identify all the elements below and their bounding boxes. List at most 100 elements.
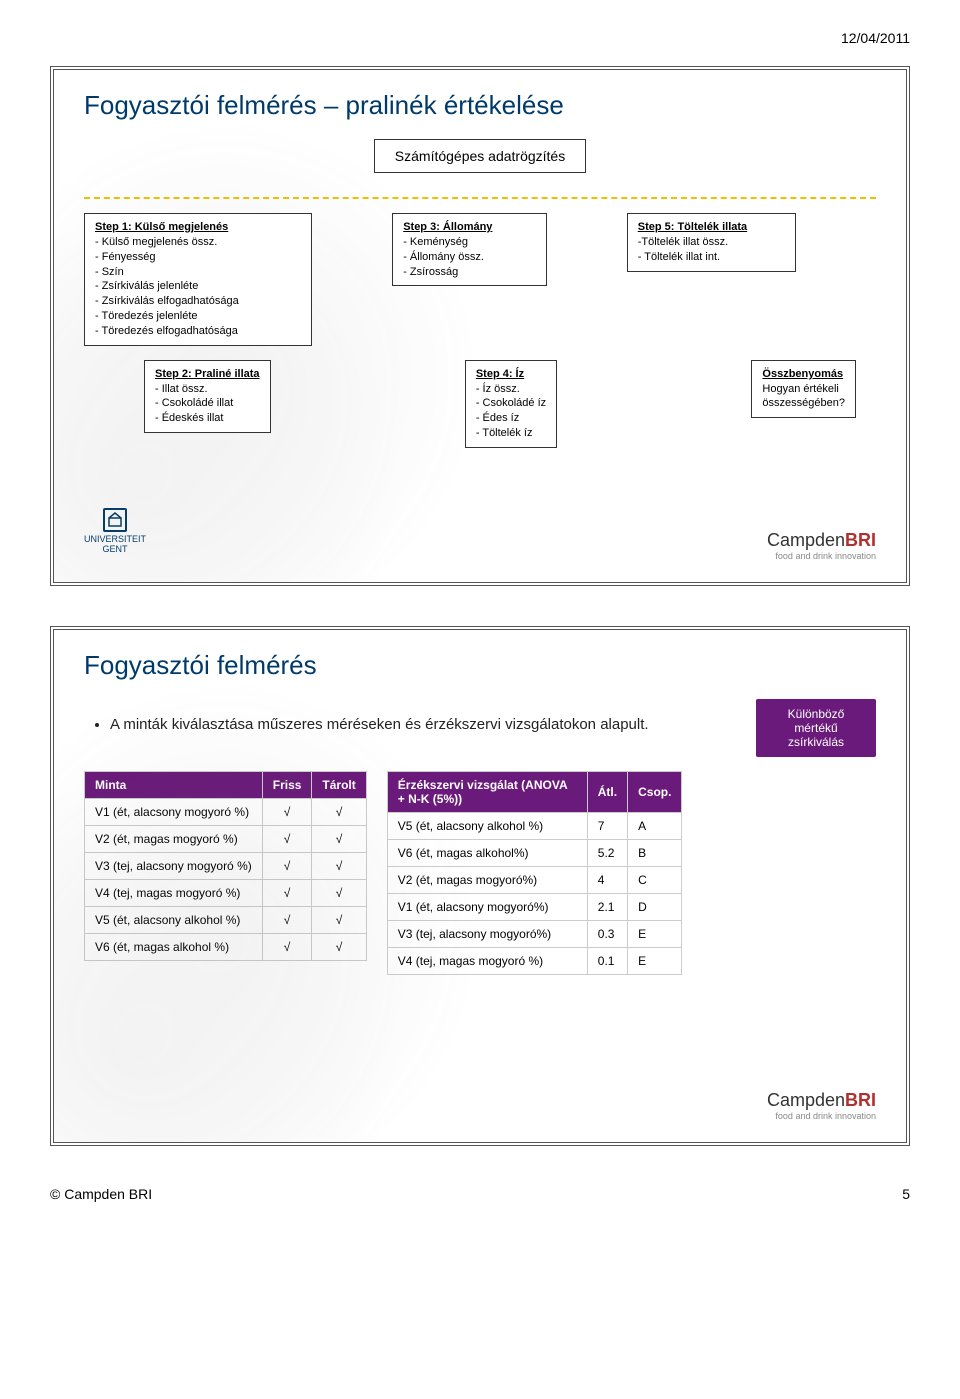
- table-row: V3 (tej, alacsony mogyoró %)√√: [85, 853, 367, 880]
- step2-head: Step 2: Praliné illata: [155, 367, 260, 382]
- tb-r1c2: B: [628, 840, 682, 867]
- step2-l2: - Édeskés illat: [155, 411, 260, 426]
- table-row: V2 (ét, magas mogyoró%)4C: [387, 867, 682, 894]
- tb-r5c1: 0.1: [587, 948, 627, 975]
- ta-r4c1: √: [262, 907, 312, 934]
- page-date: 12/04/2011: [50, 30, 910, 46]
- tb-h2: Csop.: [628, 772, 682, 813]
- campden-b2: BRI: [845, 1090, 876, 1110]
- tb-r4c1: 0.3: [587, 921, 627, 948]
- campden-b: BRI: [845, 530, 876, 550]
- table-row: V2 (ét, magas mogyoró %)√√: [85, 826, 367, 853]
- table-row: V6 (ét, magas alkohol%)5.2B: [387, 840, 682, 867]
- slide-1: Fogyasztói felmérés – pralinék értékelés…: [50, 66, 910, 586]
- campden-tag2: food and drink innovation: [775, 1111, 876, 1121]
- table-row: Érzékszervi vizsgálat (ANOVA + N-K (5%))…: [387, 772, 682, 813]
- campden-logo-2: CampdenBRI food and drink innovation: [767, 1090, 876, 1122]
- slide2-bullet-0: A minták kiválasztása műszeres méréseken…: [110, 716, 736, 733]
- step4-box: Step 4: Íz - Íz össz. - Csokoládé íz - É…: [465, 360, 557, 448]
- overall-l0: Hogyan értékeli: [762, 382, 845, 397]
- tb-r3c1: 2.1: [587, 894, 627, 921]
- step1-l3: - Zsírkiválás jelenléte: [95, 279, 301, 294]
- overall-head: Összbenyomás: [762, 367, 845, 382]
- footer-copyright: © Campden BRI: [50, 1186, 152, 1202]
- step4-head: Step 4: Íz: [476, 367, 546, 382]
- campden-tag: food and drink innovation: [775, 551, 876, 561]
- tb-r5c0: V4 (tej, magas mogyoró %): [387, 948, 587, 975]
- tb-r2c0: V2 (ét, magas mogyoró%): [387, 867, 587, 894]
- ta-r1c0: V2 (ét, magas mogyoró %): [85, 826, 263, 853]
- ta-h0: Minta: [85, 772, 263, 799]
- table-row: V6 (ét, magas alkohol %)√√: [85, 934, 367, 961]
- slide2-bullets: A minták kiválasztása műszeres méréseken…: [110, 716, 736, 737]
- ta-r0c2: √: [312, 799, 366, 826]
- step1-l0: - Külső megjelenés össz.: [95, 235, 301, 250]
- footer-pagenum: 5: [902, 1186, 910, 1202]
- step1-l4: - Zsírkiválás elfogadhatósága: [95, 294, 301, 309]
- step1-l2: - Szín: [95, 265, 301, 280]
- step2-box: Step 2: Praliné illata - Illat össz. - C…: [144, 360, 271, 433]
- ta-r5c0: V6 (ét, magas alkohol %): [85, 934, 263, 961]
- ugent-label: UNIVERSITEIT GENT: [84, 534, 146, 554]
- tb-r3c2: D: [628, 894, 682, 921]
- ta-r1c2: √: [312, 826, 366, 853]
- table-row: V5 (ét, alacsony alkohol %)7A: [387, 813, 682, 840]
- step5-l0: -Töltelék illat össz.: [638, 235, 785, 250]
- step3-l1: - Állomány össz.: [403, 250, 536, 265]
- tb-h0: Érzékszervi vizsgálat (ANOVA + N-K (5%)): [387, 772, 587, 813]
- ta-r0c1: √: [262, 799, 312, 826]
- step1-l5: - Töredezés jelenléte: [95, 309, 301, 324]
- ugent-icon: [103, 508, 127, 532]
- ta-r3c2: √: [312, 880, 366, 907]
- dashed-divider: [84, 197, 876, 199]
- table-row: V1 (ét, alacsony mogyoró %)√√: [85, 799, 367, 826]
- ta-r0c0: V1 (ét, alacsony mogyoró %): [85, 799, 263, 826]
- campden-a2: Campden: [767, 1090, 845, 1110]
- overall-box: Összbenyomás Hogyan értékeli összességéb…: [751, 360, 856, 419]
- ta-r3c0: V4 (tej, magas mogyoró %): [85, 880, 263, 907]
- campden-logo-1: CampdenBRI food and drink innovation: [767, 530, 876, 562]
- step5-head: Step 5: Töltelék illata: [638, 220, 785, 235]
- slide1-subtitle-box: Számítógépes adatrögzítés: [374, 139, 586, 173]
- table-row: V5 (ét, alacsony alkohol %)√√: [85, 907, 367, 934]
- step2-l0: - Illat össz.: [155, 382, 260, 397]
- tb-r4c0: V3 (tej, alacsony mogyoró%): [387, 921, 587, 948]
- step1-l1: - Fényesség: [95, 250, 301, 265]
- table-row: V3 (tej, alacsony mogyoró%)0.3E: [387, 921, 682, 948]
- ta-h1: Friss: [262, 772, 312, 799]
- slide-2: Fogyasztói felmérés A minták kiválasztás…: [50, 626, 910, 1146]
- ta-r2c1: √: [262, 853, 312, 880]
- tb-r0c2: A: [628, 813, 682, 840]
- slide1-title: Fogyasztói felmérés – pralinék értékelés…: [84, 90, 876, 121]
- tb-h1: Átl.: [587, 772, 627, 813]
- step1-head: Step 1: Külső megjelenés: [95, 220, 301, 235]
- ta-r5c2: √: [312, 934, 366, 961]
- table-row: V4 (tej, magas mogyoró %)0.1E: [387, 948, 682, 975]
- step1-box: Step 1: Külső megjelenés - Külső megjele…: [84, 213, 312, 346]
- ta-r5c1: √: [262, 934, 312, 961]
- step2-l1: - Csokoládé illat: [155, 396, 260, 411]
- step4-l0: - Íz össz.: [476, 382, 546, 397]
- campden-a: Campden: [767, 530, 845, 550]
- tb-r2c1: 4: [587, 867, 627, 894]
- tb-r1c0: V6 (ét, magas alkohol%): [387, 840, 587, 867]
- step3-l2: - Zsírosság: [403, 265, 536, 280]
- step3-head: Step 3: Állomány: [403, 220, 536, 235]
- tables-row: Minta Friss Tárolt V1 (ét, alacsony mogy…: [84, 771, 876, 975]
- ta-r1c1: √: [262, 826, 312, 853]
- ta-r2c2: √: [312, 853, 366, 880]
- tb-r3c0: V1 (ét, alacsony mogyoró%): [387, 894, 587, 921]
- ta-h2: Tárolt: [312, 772, 366, 799]
- step3-box: Step 3: Állomány - Keménység - Állomány …: [392, 213, 547, 286]
- tb-r1c1: 5.2: [587, 840, 627, 867]
- step4-l3: - Töltelék íz: [476, 426, 546, 441]
- step4-l2: - Édes íz: [476, 411, 546, 426]
- ugent-logo: UNIVERSITEIT GENT: [84, 508, 146, 554]
- step5-box: Step 5: Töltelék illata -Töltelék illat …: [627, 213, 796, 272]
- steps-top-row: Step 1: Külső megjelenés - Külső megjele…: [84, 213, 876, 346]
- table-row: Minta Friss Tárolt: [85, 772, 367, 799]
- table-anova: Érzékszervi vizsgálat (ANOVA + N-K (5%))…: [387, 771, 683, 975]
- table-row: V1 (ét, alacsony mogyoró%)2.1D: [387, 894, 682, 921]
- badge-zsirkivalas: Különböző mértékű zsírkiválás: [756, 699, 876, 757]
- tb-r4c2: E: [628, 921, 682, 948]
